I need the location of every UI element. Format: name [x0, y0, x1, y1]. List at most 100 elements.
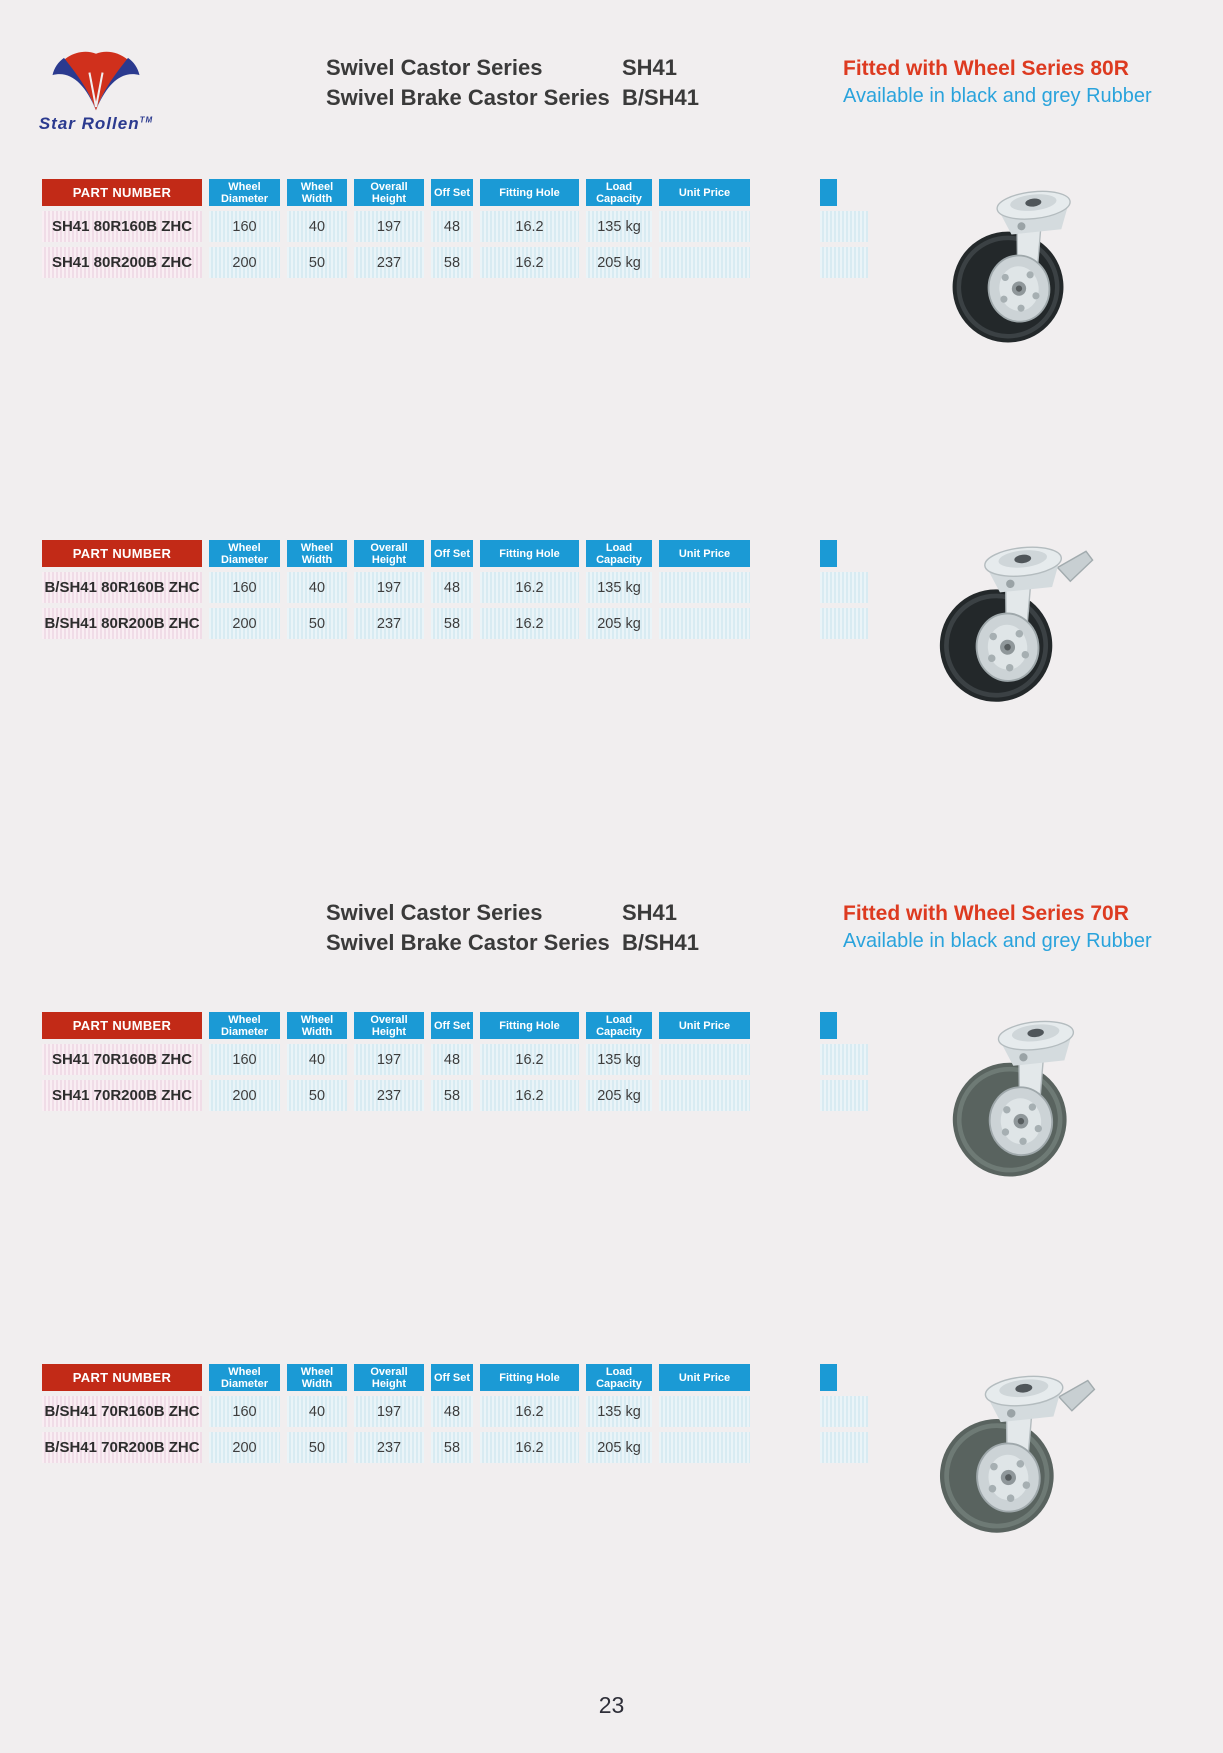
data-cell: 16.2 [480, 572, 579, 603]
data-cell: 205 kg [586, 1080, 652, 1111]
availability-note: Available in black and grey Rubber [843, 85, 1152, 107]
part-number-cell: SH41 80R160B ZHC [42, 211, 202, 242]
data-cell: 200 [209, 608, 280, 639]
data-cell: 58 [431, 1432, 473, 1463]
column-header: Wheel Width [287, 1364, 347, 1391]
column-header: Fitting Hole [480, 1012, 579, 1039]
spec-table-bsh41-70r: PART NUMBER Wheel Diameter Wheel Width Over… [42, 1364, 750, 1468]
column-header: Fitting Hole [480, 179, 579, 206]
data-cell: 40 [287, 211, 347, 242]
data-cell: 50 [287, 608, 347, 639]
data-cell: 135 kg [586, 211, 652, 242]
column-header: Overall Height [354, 1012, 424, 1039]
column-header: Load Capacity [586, 1012, 652, 1039]
section-1-title: Swivel Castor Series SH41 Swivel Brake C… [326, 55, 699, 111]
column-header: Load Capacity [586, 1364, 652, 1391]
series-code: SH41 [622, 900, 678, 925]
series-code: SH41 [622, 55, 678, 80]
column-header: Wheel Width [287, 179, 347, 206]
data-cell: 50 [287, 1080, 347, 1111]
spec-table-sh41-80r: PART NUMBER Wheel Diameter Wheel Width Over… [42, 179, 750, 283]
column-header: Off Set [431, 540, 473, 567]
column-header: Wheel Diameter [209, 1364, 280, 1391]
swivel-brake-castor-black-image [939, 546, 1094, 702]
data-cell: 16.2 [480, 1080, 579, 1111]
column-header: Wheel Width [287, 540, 347, 567]
column-header: Fitting Hole [480, 1364, 579, 1391]
part-number-cell: B/SH41 80R200B ZHC [42, 608, 202, 639]
column-header: Wheel Diameter [209, 179, 280, 206]
brand-logo: Star RollenTM [34, 48, 158, 134]
data-cell: 58 [431, 247, 473, 278]
section-2-subtitle: Fitted with Wheel Series 70R Available i… [843, 902, 1152, 953]
column-header: Wheel Diameter [209, 1012, 280, 1039]
data-cell: 58 [431, 1080, 473, 1111]
star-rollen-logo-icon [52, 51, 140, 111]
page-edge-artifact [820, 1012, 870, 1116]
data-cell: 58 [431, 608, 473, 639]
column-header: Unit Price [659, 1364, 750, 1391]
data-cell: 135 kg [586, 1396, 652, 1427]
table-header-row: PART NUMBER Wheel Diameter Wheel Width Over… [42, 1364, 750, 1391]
part-number-cell: B/SH41 70R160B ZHC [42, 1396, 202, 1427]
column-header: Off Set [431, 179, 473, 206]
table-header-row: PART NUMBER Wheel Diameter Wheel Width Over… [42, 540, 750, 567]
data-cell: 135 kg [586, 1044, 652, 1075]
table-row: SH41 80R200B ZHC 200 50 237 58 16.2 205 kg [42, 247, 750, 278]
data-cell: 205 kg [586, 1432, 652, 1463]
series-title: Swivel Brake Castor Series [326, 85, 610, 110]
data-cell: 16.2 [480, 211, 579, 242]
data-cell: 40 [287, 1396, 347, 1427]
data-cell [659, 1432, 750, 1463]
column-header: Off Set [431, 1364, 473, 1391]
data-cell: 197 [354, 1044, 424, 1075]
data-cell: 205 kg [586, 247, 652, 278]
page-edge-artifact [820, 540, 870, 644]
data-cell: 237 [354, 1080, 424, 1111]
column-header: Load Capacity [586, 179, 652, 206]
table-row: B/SH41 70R200B ZHC 200 50 237 58 16.2 205 kg [42, 1432, 750, 1463]
data-cell: 16.2 [480, 1396, 579, 1427]
series-title: Swivel Castor Series [326, 900, 543, 925]
data-cell [659, 1080, 750, 1111]
column-header: Unit Price [659, 540, 750, 567]
part-number-cell: B/SH41 80R160B ZHC [42, 572, 202, 603]
part-number-cell: SH41 70R200B ZHC [42, 1080, 202, 1111]
data-cell: 200 [209, 247, 280, 278]
data-cell: 48 [431, 1396, 473, 1427]
section-1-subtitle: Fitted with Wheel Series 80R Available i… [843, 57, 1152, 108]
data-cell: 40 [287, 1044, 347, 1075]
table-row: SH41 80R160B ZHC 160 40 197 48 16.2 135 kg [42, 211, 750, 242]
data-cell: 16.2 [480, 608, 579, 639]
data-cell: 48 [431, 572, 473, 603]
data-cell [659, 247, 750, 278]
column-header: Unit Price [659, 179, 750, 206]
data-cell: 16.2 [480, 247, 579, 278]
column-header: Load Capacity [586, 540, 652, 567]
brand-name: Star RollenTM [38, 114, 154, 133]
part-number-cell: SH41 70R160B ZHC [42, 1044, 202, 1075]
data-cell: 160 [209, 1044, 280, 1075]
data-cell: 48 [431, 211, 473, 242]
wheel-series-note: Fitted with Wheel Series 80R [843, 57, 1129, 80]
column-header: Fitting Hole [480, 540, 579, 567]
data-cell: 237 [354, 247, 424, 278]
spec-table-sh41-70r: PART NUMBER Wheel Diameter Wheel Width Over… [42, 1012, 750, 1116]
data-cell [659, 211, 750, 242]
data-cell: 200 [209, 1080, 280, 1111]
data-cell: 135 kg [586, 572, 652, 603]
data-cell: 205 kg [586, 608, 652, 639]
data-cell: 160 [209, 211, 280, 242]
data-cell: 237 [354, 608, 424, 639]
table-row: SH41 70R160B ZHC 160 40 197 48 16.2 135 kg [42, 1044, 750, 1075]
column-header: Off Set [431, 1012, 473, 1039]
column-header: Overall Height [354, 179, 424, 206]
data-cell [659, 608, 750, 639]
data-cell: 160 [209, 1396, 280, 1427]
column-header: Wheel Width [287, 1012, 347, 1039]
column-header: Unit Price [659, 1012, 750, 1039]
swivel-brake-castor-grey-image [939, 1375, 1096, 1533]
table-header-row: PART NUMBER Wheel Diameter Wheel Width Over… [42, 1012, 750, 1039]
column-header: Wheel Diameter [209, 540, 280, 567]
data-cell: 237 [354, 1432, 424, 1463]
